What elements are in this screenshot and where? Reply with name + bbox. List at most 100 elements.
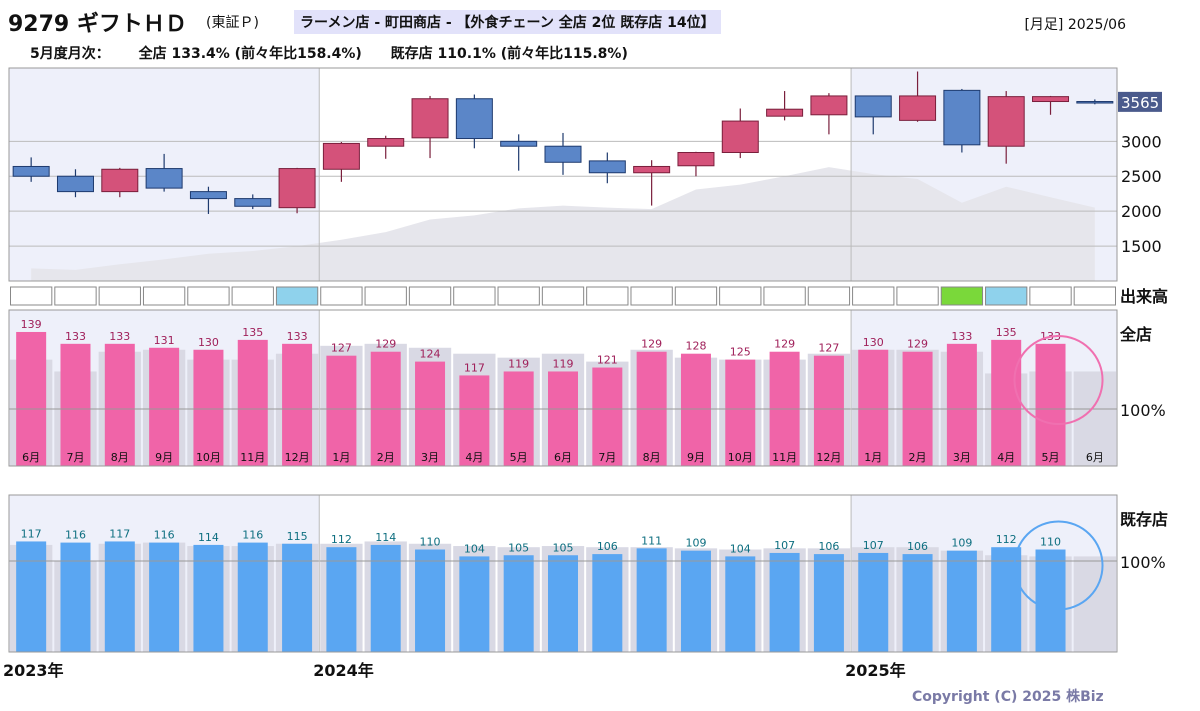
candle-body xyxy=(1032,96,1070,103)
volume-flag-cell xyxy=(142,286,186,306)
year-label: 2023年 xyxy=(3,661,64,680)
month-label: 1月 xyxy=(332,451,350,464)
monthly-summary: 5月度月次： 全店 133.4% (前々年比158.4%) 既存店 110.1%… xyxy=(30,43,652,63)
volume-flag-cell xyxy=(364,286,407,306)
bar-value-label: 117 xyxy=(21,527,42,540)
candle-body xyxy=(544,145,582,163)
candle-body xyxy=(633,165,671,174)
candle-body xyxy=(56,175,94,193)
store-bar xyxy=(237,339,268,466)
bar-value-label: 109 xyxy=(951,537,972,550)
bar-value-label: 107 xyxy=(863,539,884,552)
month-label: 6月 xyxy=(554,451,572,464)
bar-value-label: 107 xyxy=(774,539,795,552)
store-bar xyxy=(326,547,357,652)
bar-value-label: 128 xyxy=(685,340,706,353)
existing-store-label: 既存店 xyxy=(1120,510,1168,529)
all-store-summary: 全店 133.4% (前々年比158.4%) xyxy=(138,46,362,62)
period-label: [月足] 2025/06 xyxy=(1024,17,1126,33)
candle-body xyxy=(766,108,804,117)
candle-body xyxy=(588,160,626,174)
bar-value-label: 115 xyxy=(287,530,308,543)
store-bar xyxy=(548,371,578,466)
bar-value-label: 129 xyxy=(907,338,928,351)
store-bar xyxy=(237,542,268,652)
bar-value-label: 104 xyxy=(730,542,751,555)
candle-body xyxy=(234,198,272,207)
month-label: 4月 xyxy=(465,451,483,464)
year-label: 2024年 xyxy=(313,661,374,680)
volume-flag-cell xyxy=(98,286,141,306)
volume-flag-cell xyxy=(630,286,673,306)
volume-flag-cell xyxy=(231,286,274,306)
candle-body xyxy=(721,120,759,154)
bar-value-label: 121 xyxy=(597,354,618,367)
ref-100-label: 100% xyxy=(1120,401,1166,420)
volume-flag-cell xyxy=(408,286,452,306)
bar-value-label: 105 xyxy=(508,541,529,554)
store-bar xyxy=(503,555,534,652)
bar-value-label: 129 xyxy=(641,338,662,351)
volume-flag-cell xyxy=(586,286,629,306)
volume-flag-cell xyxy=(985,286,1028,306)
bar-value-label: 129 xyxy=(375,338,396,351)
bar-value-label: 119 xyxy=(508,357,529,370)
store-bar xyxy=(813,554,844,652)
volume-flag-cell xyxy=(852,286,895,306)
store-bar xyxy=(370,544,401,652)
candle-body xyxy=(677,152,715,167)
store-bar xyxy=(592,554,623,652)
candle-body xyxy=(101,168,139,193)
store-bar xyxy=(16,331,47,466)
volume-flag-cell xyxy=(1073,286,1117,306)
bar-value-label: 133 xyxy=(109,330,130,343)
bar-value-label: 116 xyxy=(154,529,175,542)
month-label: 7月 xyxy=(66,451,84,464)
month-label: 3月 xyxy=(953,451,971,464)
candle-body xyxy=(1076,101,1114,104)
month-label: 6月 xyxy=(22,451,40,464)
month-label: 12月 xyxy=(285,451,310,464)
latest-month-highlight xyxy=(1013,520,1104,611)
month-label: 10月 xyxy=(196,451,221,464)
panel-shade-2025 xyxy=(851,495,1117,652)
panel-shade-2025 xyxy=(851,310,1117,466)
bar-value-label: 114 xyxy=(198,531,219,544)
bar-panel-frame xyxy=(8,309,1118,467)
candle-body xyxy=(367,138,405,147)
month-label: 5月 xyxy=(1042,451,1060,464)
price-tick-label: 2000 xyxy=(1121,202,1162,221)
month-label: 3月 xyxy=(421,451,439,464)
candle-body xyxy=(145,168,183,189)
bar-value-label: 112 xyxy=(996,533,1017,546)
store-bar xyxy=(548,555,578,652)
month-label: 1月 xyxy=(864,451,882,464)
bar-value-label: 109 xyxy=(685,537,706,550)
candle-body xyxy=(500,140,538,147)
month-label: 11月 xyxy=(772,451,797,464)
volume-flag-cell xyxy=(497,286,540,306)
bar-value-label: 104 xyxy=(464,542,485,555)
stock-code-name: 9279 ギフトＨＤ xyxy=(8,12,187,37)
store-bar xyxy=(769,552,800,652)
store-bar xyxy=(991,339,1022,466)
store-bar xyxy=(104,343,135,466)
month-label: 8月 xyxy=(111,451,129,464)
bar-panel-frame xyxy=(8,494,1118,653)
bar-value-label: 133 xyxy=(287,330,308,343)
bar-value-label: 129 xyxy=(774,338,795,351)
month-label: 8月 xyxy=(643,451,661,464)
store-bar xyxy=(193,349,224,466)
last-price-badge xyxy=(1118,91,1162,112)
candle-body xyxy=(278,168,316,209)
last-price-label: 3565 xyxy=(1121,94,1159,112)
bar-value-label: 130 xyxy=(863,336,884,349)
store-bar xyxy=(415,549,446,652)
title-row: 9279 ギフトＨＤ (東証Ｐ) ラーメン店 - 町田商店 - 【外食チェーン … xyxy=(8,6,1192,37)
volume-flag-cell xyxy=(541,286,585,306)
store-bar xyxy=(149,347,180,466)
volume-flag-cell xyxy=(453,286,496,306)
volume-trend-area xyxy=(31,167,1095,281)
store-bar xyxy=(725,556,756,652)
